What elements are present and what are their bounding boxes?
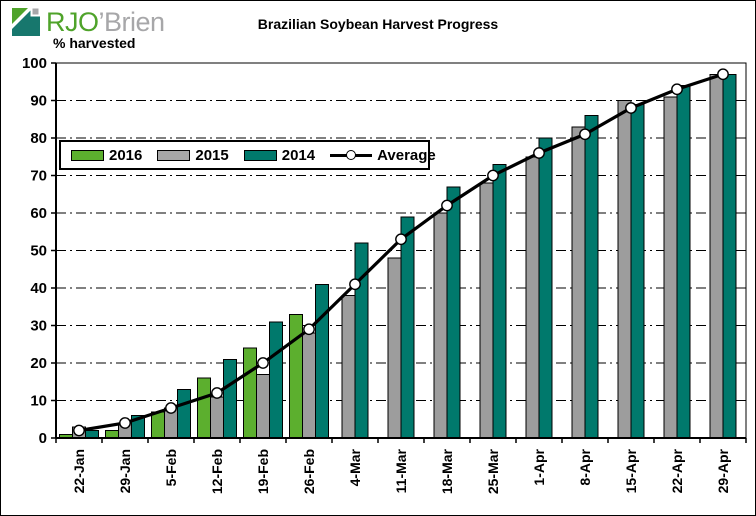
- bar-2015-18-Mar: [433, 212, 448, 439]
- avg-marker-15-Apr: [625, 102, 637, 114]
- logo-text-primary: RJO: [46, 6, 99, 37]
- legend-item-2015: 2015: [157, 146, 229, 164]
- rjobrien-logo: RJO’Brien: [11, 7, 165, 37]
- legend-item-2016: 2016: [71, 147, 142, 164]
- bar-2015-15-Apr: [617, 100, 632, 439]
- avg-marker-11-Mar: [395, 233, 407, 246]
- bar-2014-22-Jan: [85, 430, 99, 439]
- x-axis-label-25-Mar: 25-Mar: [485, 448, 501, 494]
- legend-label-2015: 2015: [195, 146, 229, 164]
- bar-2016-12-Feb: [197, 377, 211, 439]
- y-tick-label-20: 20: [30, 355, 47, 372]
- bar-2015-8-Apr: [571, 126, 586, 439]
- legend-label-2016: 2016: [109, 146, 143, 164]
- legend-label-2014: 2014: [281, 146, 316, 164]
- bar-2014-26-Feb: [315, 283, 329, 439]
- x-axis-label-26-Feb: 26-Feb: [301, 449, 317, 494]
- rjobrien-logo-icon: [12, 7, 41, 36]
- bar-2015-19-Feb: [256, 373, 270, 439]
- avg-marker-12-Feb: [211, 387, 223, 399]
- y-tick-label-0: 0: [39, 430, 47, 447]
- bar-2016-5-Feb: [151, 411, 165, 439]
- bar-2014-11-Mar: [400, 216, 415, 439]
- bar-2015-25-Mar: [479, 182, 494, 439]
- x-axis-label-1-Apr: 1-Apr: [531, 448, 547, 485]
- bar-2014-8-Apr: [584, 115, 599, 439]
- x-axis-label-18-Mar: 18-Mar: [439, 448, 455, 494]
- logo-text-secondary: ’Brien: [98, 6, 166, 37]
- bar-2015-29-Apr: [709, 73, 724, 439]
- legend: 2016 2015 2014 Average: [59, 140, 436, 170]
- y-tick-label-90: 90: [30, 93, 47, 110]
- x-axis-label-15-Apr: 15-Apr: [623, 448, 639, 493]
- bar-2015-26-Feb: [302, 332, 316, 439]
- bar-2015-11-Mar: [387, 257, 402, 439]
- bar-2015-12-Feb: [210, 396, 224, 439]
- legend-swatch-2014: [243, 149, 277, 161]
- bar-2016-26-Feb: [289, 313, 303, 439]
- bar-2015-4-Mar: [341, 295, 356, 439]
- bar-2014-15-Apr: [630, 103, 645, 439]
- bar-2016-29-Jan: [105, 430, 119, 439]
- y-axis-title: % harvested: [53, 35, 136, 51]
- legend-swatch-2016: [71, 149, 104, 161]
- bar-2014-19-Feb: [269, 321, 283, 439]
- avg-marker-8-Apr: [579, 128, 591, 141]
- x-axis-label-29-Jan: 29-Jan: [117, 449, 133, 493]
- x-axis-label-5-Feb: 5-Feb: [163, 449, 179, 486]
- y-tick-label-60: 60: [30, 205, 47, 222]
- x-axis-label-22-Apr: 22-Apr: [669, 448, 685, 493]
- avg-marker-29-Jan: [119, 417, 131, 429]
- avg-marker-18-Mar: [441, 199, 453, 212]
- x-axis-label-4-Mar: 4-Mar: [347, 448, 363, 486]
- x-axis-label-8-Apr: 8-Apr: [577, 448, 593, 485]
- avg-marker-22-Jan: [73, 424, 85, 437]
- y-tick-label-30: 30: [30, 318, 47, 335]
- bar-2014-12-Feb: [223, 358, 237, 439]
- logo-green-shape: [12, 8, 28, 24]
- avg-marker-19-Feb: [257, 357, 269, 369]
- bar-2014-29-Apr: [722, 73, 737, 439]
- legend-item-2014: 2014: [243, 146, 316, 164]
- y-tick-label-100: 100: [22, 55, 47, 72]
- legend-average-circle-icon: [346, 150, 357, 160]
- legend-average-line-marker: [330, 150, 373, 160]
- y-tick-label-10: 10: [30, 393, 47, 410]
- legend-swatch-2015: [157, 149, 191, 161]
- x-axis-label-11-Mar: 11-Mar: [393, 448, 409, 493]
- avg-marker-29-Apr: [717, 68, 729, 81]
- x-axis-label-22-Jan: 22-Jan: [71, 449, 87, 493]
- bar-2015-1-Apr: [525, 156, 540, 439]
- avg-marker-22-Apr: [671, 83, 683, 96]
- legend-item-average: Average: [330, 147, 436, 164]
- avg-marker-5-Feb: [165, 402, 177, 414]
- y-tick-label-80: 80: [30, 130, 47, 147]
- bar-2016-19-Feb: [243, 347, 257, 439]
- bar-2014-18-Mar: [446, 186, 461, 439]
- bar-2014-5-Feb: [177, 388, 191, 439]
- x-axis-label-29-Apr: 29-Apr: [715, 448, 731, 493]
- legend-label-average: Average: [377, 146, 436, 164]
- y-tick-label-40: 40: [30, 280, 47, 297]
- avg-marker-25-Mar: [487, 169, 499, 182]
- avg-marker-1-Apr: [533, 147, 545, 159]
- y-tick-label-70: 70: [30, 168, 47, 185]
- bar-2014-22-Apr: [676, 85, 691, 439]
- x-axis-label-12-Feb: 12-Feb: [209, 449, 225, 494]
- chart-title: Brazilian Soybean Harvest Progress: [257, 16, 499, 32]
- bar-2014-1-Apr: [538, 137, 553, 439]
- x-axis-label-19-Feb: 19-Feb: [255, 449, 271, 494]
- logo-gray-shape: [30, 7, 41, 17]
- avg-marker-4-Mar: [349, 278, 361, 291]
- avg-marker-26-Feb: [303, 323, 315, 336]
- bar-2015-22-Apr: [663, 96, 678, 439]
- bar-2014-25-Mar: [492, 163, 507, 439]
- y-tick-label-50: 50: [30, 243, 47, 260]
